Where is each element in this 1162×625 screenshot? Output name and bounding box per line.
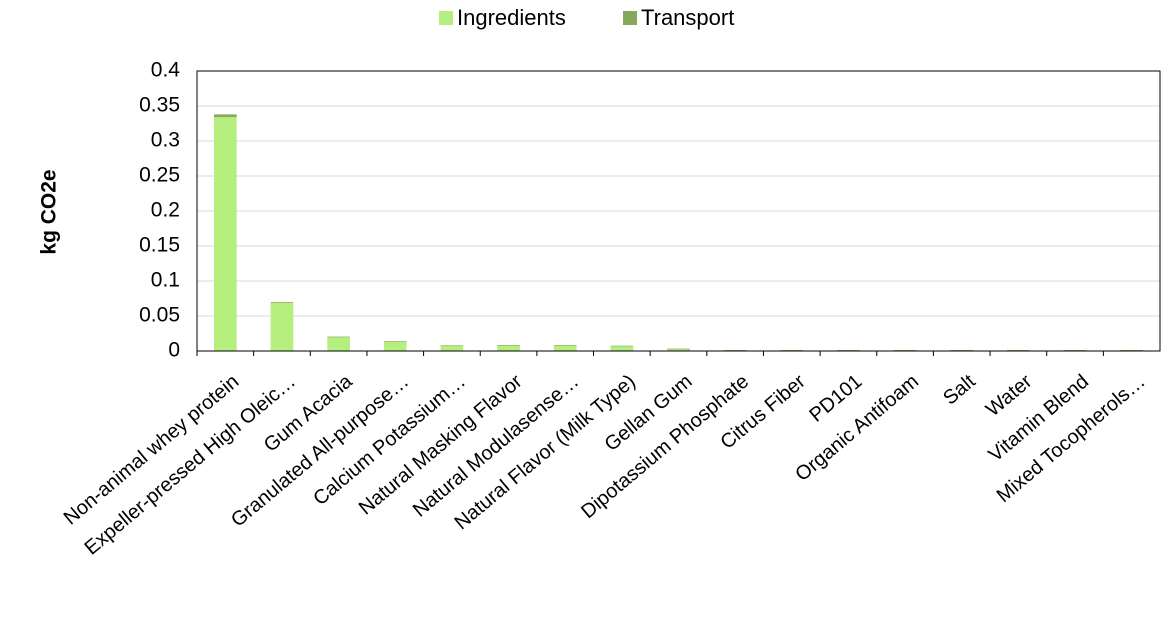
bar-ingredients: [213, 117, 237, 351]
bar-transport: [667, 348, 690, 350]
bar-transport: [893, 350, 917, 351]
gridlines: [197, 105, 1160, 317]
bar-transport: [213, 114, 237, 118]
legend-label: Transport: [641, 5, 734, 30]
bar-transport: [837, 350, 860, 351]
legend-swatch-transport: [623, 11, 637, 25]
y-tick-label: 0.1: [151, 269, 180, 292]
bar-ingredients: [440, 346, 464, 351]
bar-ingredients: [327, 337, 350, 351]
bar-transport: [723, 350, 747, 351]
y-tick-label: 0.35: [139, 94, 180, 117]
bar-transport: [497, 345, 520, 346]
bar-transport: [327, 336, 350, 338]
y-tick-label: 0.05: [139, 304, 180, 327]
bar-ingredients: [497, 345, 520, 351]
legend-label: Ingredients: [457, 5, 566, 30]
y-tick-label: 0.3: [151, 129, 180, 152]
legend-swatch-ingredients: [439, 11, 453, 25]
bar-transport: [383, 341, 407, 342]
y-tick-label: 0: [168, 339, 180, 362]
y-tick-label: 0.2: [151, 199, 180, 222]
axes: [196, 70, 1161, 356]
bar-transport: [1120, 350, 1144, 351]
bar-ingredients: [383, 341, 407, 351]
bar-ingredients: [667, 348, 690, 351]
x-tick-labels: Non-animal whey proteinExpeller-pressed …: [60, 370, 1150, 560]
bar-transport: [1007, 350, 1030, 351]
bar-transport: [270, 302, 294, 303]
bar-transport: [440, 345, 464, 347]
bar-transport: [1063, 350, 1087, 351]
bars: [213, 114, 1144, 351]
bar-transport: [780, 350, 804, 351]
y-tick-label: 0.25: [139, 164, 180, 187]
y-tick-label: 0.15: [139, 234, 180, 257]
bar-ingredients: [270, 302, 294, 351]
bar-transport: [553, 345, 577, 346]
bar-transport: [950, 350, 974, 351]
y-tick-label: 0.4: [151, 59, 181, 82]
x-tick-label: Expeller-pressed High Oleic…: [81, 370, 300, 559]
y-axis-label: kg CO2e: [38, 169, 61, 254]
bar-ingredients: [610, 346, 634, 351]
legend: Ingredients Transport: [439, 5, 734, 30]
bar-transport: [610, 345, 634, 347]
y-tick-labels: 0 0.05 0.1 0.15 0.2 0.25 0.3 0.35 0.4: [139, 59, 180, 362]
bar-ingredients: [553, 345, 577, 351]
plot-frame: [196, 70, 1161, 352]
x-tick-label: Salt: [939, 370, 980, 409]
